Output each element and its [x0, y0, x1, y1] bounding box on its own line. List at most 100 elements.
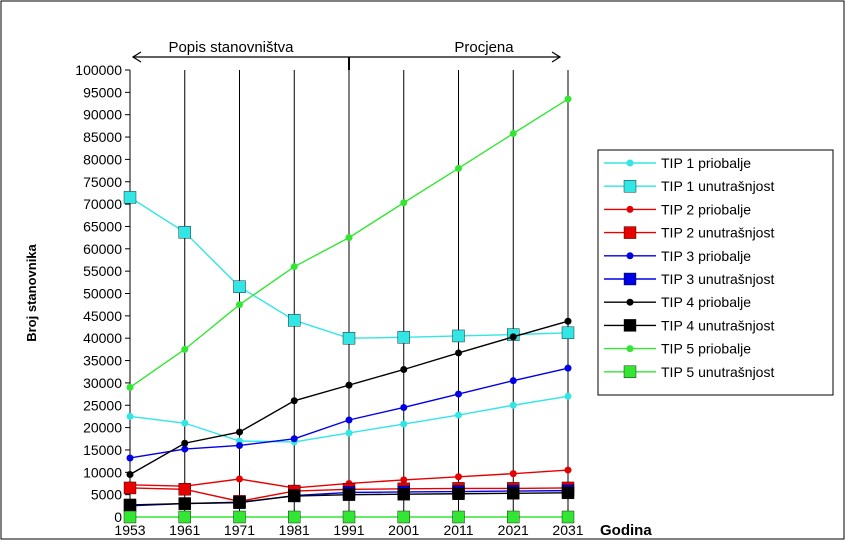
data-point — [123, 191, 137, 204]
data-point — [564, 466, 572, 474]
data-point — [452, 487, 465, 500]
data-point — [342, 332, 356, 345]
legend-label: TIP 1 unutrašnjost — [661, 178, 774, 194]
series-5 — [126, 364, 572, 462]
series-8 — [123, 486, 575, 512]
y-tick-label: 10000 — [83, 464, 122, 480]
y-tick-label: 80000 — [83, 151, 122, 167]
data-point — [400, 403, 408, 411]
chart-legend: TIP 1 priobalje TIP 1 unutrašnjost TIP 2 p… — [597, 149, 834, 396]
y-tick-label: 55000 — [83, 263, 122, 279]
series-10 — [123, 510, 575, 524]
data-point — [564, 95, 572, 103]
data-point — [236, 301, 243, 309]
y-tick-label: 0 — [114, 509, 122, 525]
data-point — [178, 510, 191, 524]
data-point — [233, 280, 246, 293]
data-point — [290, 397, 298, 405]
data-point — [181, 419, 189, 427]
legend-item-3: TIP 2 priobalje — [604, 201, 751, 217]
data-point — [123, 481, 137, 495]
data-point — [342, 510, 356, 524]
chart-series — [123, 95, 575, 524]
y-tick-label: 50000 — [83, 286, 122, 302]
data-point — [397, 510, 410, 524]
data-point — [126, 471, 134, 479]
series-9 — [126, 95, 572, 391]
legend-box — [597, 149, 834, 396]
data-point — [455, 411, 462, 419]
data-point — [123, 498, 137, 512]
data-point — [178, 497, 191, 510]
data-point — [455, 349, 462, 357]
data-point — [233, 496, 246, 509]
x-axis-label: Godina — [600, 522, 652, 539]
data-point — [400, 476, 408, 484]
data-point — [181, 439, 189, 447]
data-point — [181, 445, 189, 453]
data-point — [507, 487, 520, 500]
series-7 — [126, 317, 572, 479]
data-point — [345, 429, 353, 437]
legend-item-8: TIP 4 unutrašnjost — [604, 317, 774, 333]
x-tick-label: 1971 — [224, 522, 255, 538]
y-tick-label: 30000 — [83, 375, 122, 391]
y-tick-label: 75000 — [83, 174, 122, 190]
legend-label: TIP 4 priobalje — [661, 294, 751, 310]
x-tick-label: 2021 — [498, 522, 529, 538]
legend-item-1: TIP 1 priobalje — [604, 155, 751, 171]
legend-label: TIP 2 priobalje — [661, 201, 751, 217]
data-point — [126, 412, 134, 420]
legend-item-5: TIP 3 priobalje — [604, 248, 751, 264]
period-census-label: Popis stanovništva — [168, 39, 294, 56]
series-1 — [126, 392, 572, 446]
data-point — [623, 272, 637, 286]
data-point — [236, 428, 243, 436]
data-point — [626, 252, 634, 260]
y-tick-label: 25000 — [83, 397, 122, 413]
data-point — [509, 470, 517, 478]
data-point — [564, 317, 572, 325]
data-point — [288, 314, 301, 327]
data-point — [236, 441, 243, 449]
legend-label: TIP 3 priobalje — [661, 248, 751, 264]
y-tick-label: 65000 — [83, 218, 122, 234]
y-tick-label: 100000 — [75, 62, 122, 78]
legend-label: TIP 3 unutrašnjost — [661, 271, 774, 287]
data-point — [342, 488, 356, 501]
data-point — [178, 226, 191, 239]
x-tick-label: 1953 — [114, 522, 145, 538]
data-point — [290, 435, 298, 443]
y-tick-label: 15000 — [83, 442, 122, 458]
data-point — [509, 401, 517, 409]
y-tick-label: 5000 — [91, 487, 122, 503]
data-point — [564, 392, 572, 400]
data-point — [400, 365, 408, 373]
y-tick-label: 60000 — [83, 241, 122, 257]
period-estimate-label: Procjena — [454, 39, 514, 56]
legend-label: TIP 4 unutrašnjost — [661, 317, 774, 333]
data-point — [509, 333, 517, 341]
data-point — [452, 329, 465, 343]
legend-item-2: TIP 1 unutrašnjost — [604, 178, 774, 194]
data-point — [455, 473, 462, 481]
y-tick-label: 40000 — [83, 330, 122, 346]
data-point — [626, 345, 634, 353]
data-point — [126, 454, 134, 462]
data-point — [561, 486, 575, 500]
data-point — [288, 510, 301, 524]
x-tick-label: 2011 — [443, 522, 473, 538]
data-point — [561, 510, 575, 524]
x-tick-labels: 1953 1961 1971 1981 1991 2001 2011 2021 2031 — [114, 522, 583, 538]
data-point — [455, 390, 462, 398]
y-tick-label: 45000 — [83, 308, 122, 324]
legend-label: TIP 2 unutrašnjost — [661, 225, 774, 241]
legend-item-6: TIP 3 unutrašnjost — [604, 271, 774, 287]
y-tick-label: 35000 — [83, 353, 122, 369]
data-point — [452, 510, 465, 524]
legend-label: TIP 5 priobalje — [661, 341, 751, 357]
data-point — [564, 364, 572, 372]
data-point — [626, 159, 634, 167]
x-tick-label: 1961 — [169, 522, 200, 538]
